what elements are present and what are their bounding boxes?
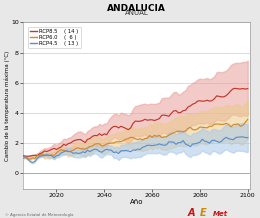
Text: A: A — [187, 208, 195, 218]
Text: © Agencia Estatal de Meteorología: © Agencia Estatal de Meteorología — [5, 213, 74, 217]
Text: ANUAL: ANUAL — [125, 10, 148, 16]
Text: E: E — [200, 208, 207, 218]
Y-axis label: Cambio de la temperatura máxima (°C): Cambio de la temperatura máxima (°C) — [4, 50, 10, 160]
X-axis label: Año: Año — [130, 199, 143, 205]
Text: Met: Met — [213, 211, 228, 217]
Legend: RCP8.5    ( 14 ), RCP6.0    (  6 ), RCP4.5    ( 13 ): RCP8.5 ( 14 ), RCP6.0 ( 6 ), RCP4.5 ( 13… — [28, 27, 81, 48]
Title: ANDALUCIA: ANDALUCIA — [107, 4, 166, 13]
